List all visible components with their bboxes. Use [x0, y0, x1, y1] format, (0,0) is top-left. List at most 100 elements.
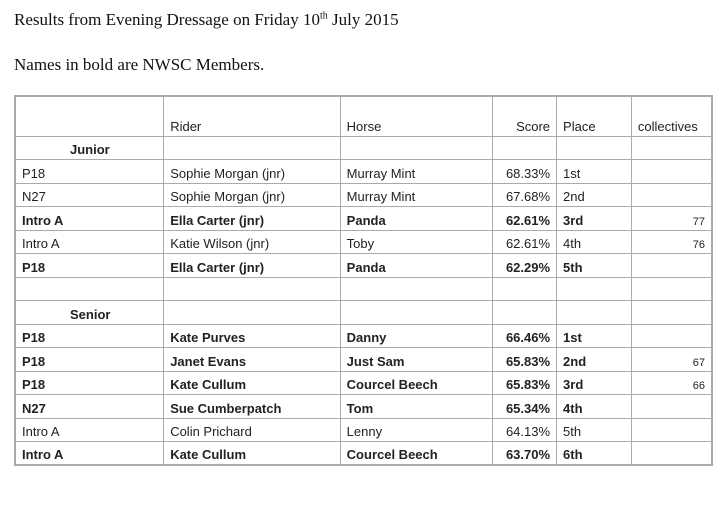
table-cell: 62.29% [492, 253, 558, 278]
table-cell [14, 276, 165, 301]
table-cell: Sue Cumberpatch [163, 394, 341, 419]
result-row: N27 Sophie Morgan (jnr) Murray Mint 67.68% 2… [14, 182, 713, 207]
table-cell: Courcel Beech [339, 370, 494, 395]
table-cell [630, 135, 713, 160]
table-cell: 4th [556, 229, 632, 254]
table-cell: Senior [14, 300, 165, 325]
table-cell: Toby [339, 229, 494, 254]
table-cell: Intro A [14, 206, 165, 231]
table-cell [556, 300, 632, 325]
table-cell: Colin Prichard [163, 417, 341, 442]
table-cell: Murray Mint [339, 159, 494, 184]
table-cell: 76 [630, 229, 713, 254]
result-row: P18 Kate Purves Danny 66.46% 1st [14, 323, 713, 348]
table-cell: Lenny [339, 417, 494, 442]
table-cell: 66 [630, 370, 713, 395]
table-cell: 68.33% [492, 159, 558, 184]
table-cell: Courcel Beech [339, 441, 494, 466]
header-row: Rider Horse Score Place collectives [14, 95, 713, 137]
table-cell: 5th [556, 417, 632, 442]
table-cell: Rider [163, 95, 341, 137]
table-cell [630, 417, 713, 442]
table-cell [163, 276, 341, 301]
table-cell: 65.83% [492, 370, 558, 395]
table-cell: Ella Carter (jnr) [163, 253, 341, 278]
table-cell [163, 300, 341, 325]
table-body: Rider Horse Score Place collectives Junior P18… [14, 95, 713, 466]
table-cell: 4th [556, 394, 632, 419]
table-cell: 65.83% [492, 347, 558, 372]
table-cell [492, 276, 558, 301]
table-cell: Horse [339, 95, 494, 137]
table-cell: Ella Carter (jnr) [163, 206, 341, 231]
table-cell [339, 276, 494, 301]
table-cell: P18 [14, 370, 165, 395]
table-cell: Tom [339, 394, 494, 419]
table-cell: Just Sam [339, 347, 494, 372]
table-cell: Panda [339, 206, 494, 231]
table-cell: N27 [14, 182, 165, 207]
table-cell: Score [492, 95, 558, 137]
table-cell: P18 [14, 323, 165, 348]
table-cell: Place [556, 95, 632, 137]
table-cell [339, 300, 494, 325]
title-text: Results from Evening Dressage on Friday … [14, 10, 320, 29]
table-cell: Junior [14, 135, 165, 160]
title-text: July 2015 [331, 10, 399, 29]
table-cell: Intro A [14, 417, 165, 442]
table-cell: Kate Cullum [163, 370, 341, 395]
table-cell: 1st [556, 159, 632, 184]
table-cell: P18 [14, 347, 165, 372]
title-superscript: th [319, 10, 328, 22]
table-cell: 1st [556, 323, 632, 348]
table-cell: 77 [630, 206, 713, 231]
table-cell: 66.46% [492, 323, 558, 348]
table-cell [14, 95, 165, 137]
table-cell: 2nd [556, 182, 632, 207]
table-cell: 65.34% [492, 394, 558, 419]
table-cell [556, 135, 632, 160]
table-cell: 67 [630, 347, 713, 372]
table-cell [492, 135, 558, 160]
table-cell: 67.68% [492, 182, 558, 207]
table-cell: Panda [339, 253, 494, 278]
result-row: Intro A Colin Prichard Lenny 64.13% 5th [14, 417, 713, 442]
table-cell: Sophie Morgan (jnr) [163, 159, 341, 184]
spacer-row [14, 276, 713, 301]
results-table: Rider Horse Score Place collectives Junior P18… [14, 95, 713, 466]
table-cell [163, 135, 341, 160]
table-cell [630, 253, 713, 278]
table-cell: 2nd [556, 347, 632, 372]
table-cell: Intro A [14, 229, 165, 254]
table-cell: 64.13% [492, 417, 558, 442]
note: Names in bold are NWSC Members. [14, 55, 265, 74]
table-cell [630, 441, 713, 466]
table-cell [492, 300, 558, 325]
table-cell: Sophie Morgan (jnr) [163, 182, 341, 207]
section-row: Junior [14, 135, 713, 160]
result-row: P18 Janet Evans Just Sam 65.83% 2nd 67 [14, 347, 713, 372]
table-cell: Intro A [14, 441, 165, 466]
table-cell: collectives [630, 95, 713, 137]
table-cell [630, 276, 713, 301]
result-row: P18 Kate Cullum Courcel Beech 65.83% 3rd 66 [14, 370, 713, 395]
table-cell: 62.61% [492, 229, 558, 254]
result-row: Intro A Kate Cullum Courcel Beech 63.70% 6th [14, 441, 713, 466]
table-cell: 3rd [556, 370, 632, 395]
table-cell [339, 135, 494, 160]
table-cell: Kate Purves [163, 323, 341, 348]
result-row: Intro A Katie Wilson (jnr) Toby 62.61% 4th 76 [14, 229, 713, 254]
table-cell: 3rd [556, 206, 632, 231]
table-cell: Katie Wilson (jnr) [163, 229, 341, 254]
table-cell: 62.61% [492, 206, 558, 231]
table-cell: Murray Mint [339, 182, 494, 207]
table-cell: P18 [14, 253, 165, 278]
result-row: P18 Sophie Morgan (jnr) Murray Mint 68.33% 1… [14, 159, 713, 184]
section-row: Senior [14, 300, 713, 325]
table-cell [630, 323, 713, 348]
result-row: N27 Sue Cumberpatch Tom 65.34% 4th [14, 394, 713, 419]
table-cell: 5th [556, 253, 632, 278]
table-cell: N27 [14, 394, 165, 419]
table-cell: Danny [339, 323, 494, 348]
